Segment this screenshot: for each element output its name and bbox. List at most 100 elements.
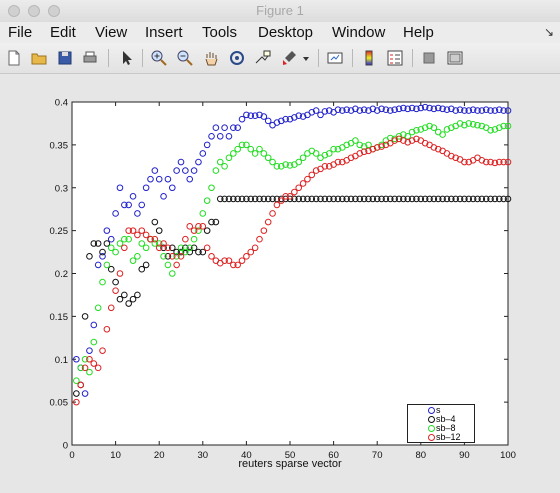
pointer-icon[interactable]	[118, 49, 136, 67]
menu-view[interactable]: View	[95, 24, 128, 41]
data-point	[491, 107, 499, 114]
save-icon[interactable]	[56, 49, 74, 67]
brush-icon[interactable]	[280, 49, 298, 67]
data-point	[151, 167, 159, 174]
data-point	[90, 240, 98, 247]
data-point	[81, 390, 89, 397]
data-point	[369, 145, 377, 153]
data-point	[395, 133, 403, 140]
data-point	[504, 158, 512, 166]
hide-plot-tools-icon[interactable]	[420, 49, 438, 67]
data-point	[94, 261, 102, 269]
zoom-in-icon[interactable]	[150, 49, 168, 67]
data-point	[448, 152, 455, 160]
link-plot-icon[interactable]	[326, 49, 344, 67]
data-point	[339, 107, 346, 114]
data-point	[151, 235, 159, 243]
pan-hand-icon[interactable]	[202, 49, 220, 67]
data-point	[452, 107, 459, 114]
data-point	[478, 122, 486, 130]
data-point	[134, 231, 141, 239]
menu-insert[interactable]: Insert	[145, 24, 183, 41]
menu-desktop[interactable]: Desktop	[258, 24, 314, 41]
data-point	[382, 106, 390, 114]
data-point	[238, 195, 246, 203]
minimize-window-button[interactable]	[28, 5, 40, 17]
data-point	[448, 195, 455, 203]
legend-icon[interactable]	[386, 49, 404, 67]
data-point	[103, 261, 111, 269]
y-tick-label: 0.4	[55, 98, 68, 109]
data-point	[168, 253, 176, 260]
menu-help[interactable]: Help	[403, 24, 434, 41]
data-point	[373, 107, 381, 114]
data-point	[216, 133, 224, 140]
close-window-button[interactable]	[8, 5, 20, 17]
zoom-window-button[interactable]	[48, 5, 60, 17]
data-point	[417, 104, 425, 112]
data-point	[195, 158, 202, 166]
data-point	[474, 121, 481, 129]
x-tick-label: 0	[69, 450, 74, 461]
data-point	[138, 265, 146, 273]
data-point	[112, 210, 119, 217]
brush-dropdown-icon[interactable]	[300, 49, 312, 67]
data-point	[465, 120, 473, 127]
data-point	[234, 261, 241, 269]
menu-file[interactable]: File	[8, 24, 33, 41]
y-tick-label: 0.15	[50, 312, 69, 323]
data-point	[216, 195, 224, 203]
data-point	[360, 148, 368, 156]
data-point	[125, 227, 132, 234]
print-icon[interactable]	[81, 49, 99, 67]
data-point	[469, 106, 477, 114]
data-point	[168, 184, 176, 192]
data-point	[408, 128, 416, 136]
legend-label: s	[436, 405, 441, 415]
data-point	[299, 154, 307, 162]
data-point	[121, 244, 128, 252]
data-point	[282, 193, 289, 200]
colorbar-icon[interactable]	[360, 49, 378, 67]
y-tick-label: 0.25	[50, 226, 69, 237]
data-point	[461, 195, 468, 203]
data-point	[77, 381, 85, 389]
data-point	[186, 175, 194, 183]
data-point	[295, 112, 303, 120]
open-file-icon[interactable]	[30, 49, 48, 67]
data-cursor-icon[interactable]	[254, 49, 272, 67]
rotate-3d-icon[interactable]	[228, 49, 246, 67]
x-tick-label: 90	[459, 450, 470, 461]
data-point	[325, 163, 333, 170]
data-point	[155, 227, 163, 234]
data-point	[291, 188, 298, 196]
new-figure-icon[interactable]	[5, 49, 23, 67]
data-point	[413, 135, 420, 143]
y-tick-label: 0.1	[55, 355, 68, 366]
data-point	[286, 115, 294, 123]
data-point	[186, 248, 194, 256]
data-point	[99, 347, 106, 354]
data-point	[378, 143, 385, 150]
data-point	[273, 119, 281, 126]
data-point	[247, 145, 255, 153]
legend-label: sb–8	[436, 423, 456, 433]
zoom-out-icon[interactable]	[176, 49, 194, 67]
data-point	[256, 111, 263, 119]
data-point	[208, 184, 215, 192]
menu-edit[interactable]: Edit	[50, 24, 76, 41]
data-point	[116, 240, 124, 247]
data-point	[107, 265, 115, 273]
data-point	[90, 321, 98, 329]
menu-window[interactable]: Window	[332, 24, 386, 41]
data-point	[482, 195, 490, 203]
menu-tools[interactable]: Tools	[202, 24, 238, 41]
show-plot-tools-icon[interactable]	[446, 49, 464, 67]
data-point	[478, 107, 486, 114]
dock-arrow-icon[interactable]: ↘	[543, 25, 554, 39]
data-point	[330, 195, 337, 203]
x-tick-label: 30	[198, 450, 209, 461]
data-point	[264, 154, 272, 162]
data-point	[212, 218, 220, 226]
